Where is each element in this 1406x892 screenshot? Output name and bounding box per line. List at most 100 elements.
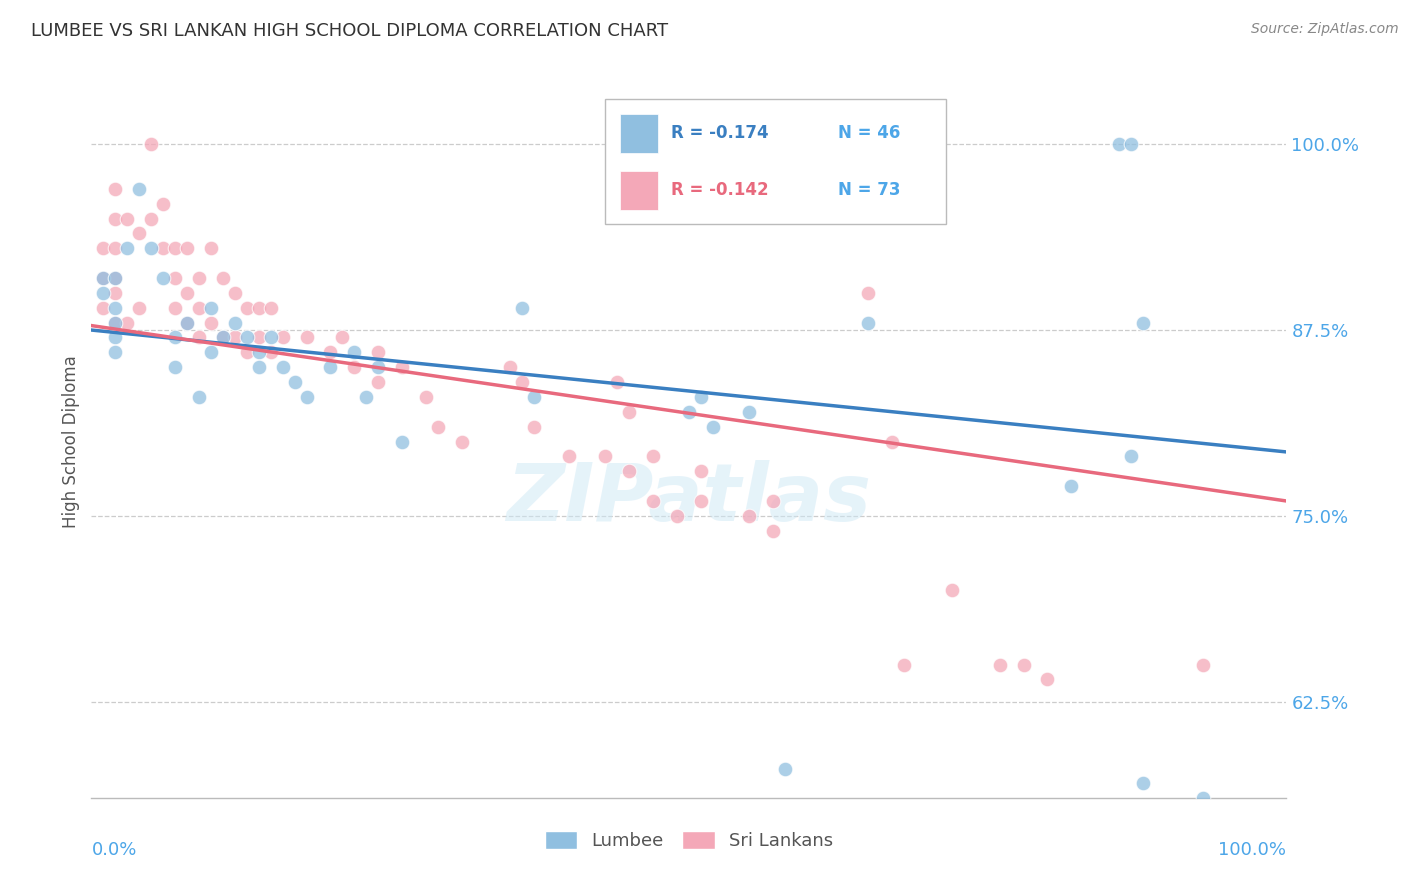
Sri Lankans bbox=[187, 301, 211, 315]
Lumbee bbox=[152, 271, 174, 285]
Lumbee bbox=[1192, 791, 1215, 805]
Sri Lankans bbox=[187, 330, 211, 344]
Lumbee bbox=[115, 241, 138, 255]
Y-axis label: High School Diploma: High School Diploma bbox=[62, 355, 80, 528]
Lumbee bbox=[224, 316, 246, 330]
Sri Lankans bbox=[93, 271, 114, 285]
Lumbee bbox=[367, 360, 389, 375]
Lumbee bbox=[200, 345, 222, 359]
Sri Lankans bbox=[941, 583, 963, 598]
Sri Lankans bbox=[1036, 673, 1059, 687]
Lumbee bbox=[391, 434, 413, 449]
Lumbee bbox=[689, 390, 711, 404]
Lumbee bbox=[295, 390, 318, 404]
Sri Lankans bbox=[152, 241, 174, 255]
Sri Lankans bbox=[295, 330, 318, 344]
Sri Lankans bbox=[224, 330, 246, 344]
Lumbee bbox=[93, 271, 114, 285]
Sri Lankans bbox=[115, 211, 138, 226]
Sri Lankans bbox=[104, 182, 127, 196]
Lumbee bbox=[176, 316, 198, 330]
Lumbee bbox=[354, 390, 377, 404]
Sri Lankans bbox=[893, 657, 915, 672]
Sri Lankans bbox=[498, 360, 520, 375]
Sri Lankans bbox=[104, 241, 127, 255]
Sri Lankans bbox=[128, 227, 150, 241]
Sri Lankans bbox=[510, 375, 533, 389]
Lumbee bbox=[1119, 450, 1142, 464]
Lumbee bbox=[93, 285, 114, 300]
Sri Lankans bbox=[93, 301, 114, 315]
Bar bbox=[620, 170, 658, 210]
Sri Lankans bbox=[367, 375, 389, 389]
Sri Lankans bbox=[1012, 657, 1035, 672]
Sri Lankans bbox=[1192, 657, 1215, 672]
Sri Lankans bbox=[988, 657, 1011, 672]
Lumbee bbox=[856, 316, 880, 330]
Lumbee bbox=[163, 330, 186, 344]
Lumbee bbox=[247, 360, 270, 375]
Sri Lankans bbox=[235, 345, 259, 359]
Sri Lankans bbox=[606, 375, 628, 389]
Sri Lankans bbox=[115, 316, 138, 330]
Sri Lankans bbox=[450, 434, 472, 449]
Lumbee bbox=[104, 301, 127, 315]
Sri Lankans bbox=[391, 360, 413, 375]
Sri Lankans bbox=[259, 345, 281, 359]
Text: 0.0%: 0.0% bbox=[91, 841, 136, 859]
Sri Lankans bbox=[104, 211, 127, 226]
Sri Lankans bbox=[619, 464, 641, 478]
Sri Lankans bbox=[224, 285, 246, 300]
FancyBboxPatch shape bbox=[605, 99, 946, 224]
Lumbee bbox=[1119, 137, 1142, 152]
Sri Lankans bbox=[128, 301, 150, 315]
Sri Lankans bbox=[176, 285, 198, 300]
Sri Lankans bbox=[141, 211, 162, 226]
Lumbee bbox=[247, 345, 270, 359]
Sri Lankans bbox=[235, 301, 259, 315]
Lumbee bbox=[737, 405, 759, 419]
Sri Lankans bbox=[93, 241, 114, 255]
Sri Lankans bbox=[247, 330, 270, 344]
Text: N = 73: N = 73 bbox=[838, 181, 901, 199]
Lumbee bbox=[163, 360, 186, 375]
Sri Lankans bbox=[176, 316, 198, 330]
Lumbee bbox=[128, 182, 150, 196]
Sri Lankans bbox=[332, 330, 354, 344]
Lumbee bbox=[211, 330, 233, 344]
Lumbee bbox=[343, 345, 366, 359]
Legend: Lumbee, Sri Lankans: Lumbee, Sri Lankans bbox=[537, 823, 841, 857]
Sri Lankans bbox=[367, 345, 389, 359]
Sri Lankans bbox=[523, 419, 546, 434]
Sri Lankans bbox=[141, 137, 162, 152]
Sri Lankans bbox=[152, 196, 174, 211]
Lumbee bbox=[141, 241, 162, 255]
Text: N = 46: N = 46 bbox=[838, 124, 901, 142]
Sri Lankans bbox=[211, 330, 233, 344]
Sri Lankans bbox=[200, 316, 222, 330]
Lumbee bbox=[104, 271, 127, 285]
Sri Lankans bbox=[104, 316, 127, 330]
Sri Lankans bbox=[319, 345, 342, 359]
Lumbee bbox=[678, 405, 700, 419]
Sri Lankans bbox=[104, 271, 127, 285]
Sri Lankans bbox=[211, 271, 233, 285]
Lumbee bbox=[1132, 316, 1154, 330]
Lumbee bbox=[1060, 479, 1083, 493]
Lumbee bbox=[259, 330, 281, 344]
Text: R = -0.142: R = -0.142 bbox=[671, 181, 769, 199]
Lumbee bbox=[104, 316, 127, 330]
Sri Lankans bbox=[593, 450, 616, 464]
Lumbee bbox=[1132, 776, 1154, 790]
Text: Source: ZipAtlas.com: Source: ZipAtlas.com bbox=[1251, 22, 1399, 37]
Lumbee bbox=[271, 360, 294, 375]
Sri Lankans bbox=[271, 330, 294, 344]
Sri Lankans bbox=[259, 301, 281, 315]
Sri Lankans bbox=[163, 301, 186, 315]
Sri Lankans bbox=[558, 450, 581, 464]
Bar bbox=[620, 113, 658, 153]
Lumbee bbox=[702, 419, 724, 434]
Text: 100.0%: 100.0% bbox=[1219, 841, 1286, 859]
Sri Lankans bbox=[641, 450, 664, 464]
Sri Lankans bbox=[163, 271, 186, 285]
